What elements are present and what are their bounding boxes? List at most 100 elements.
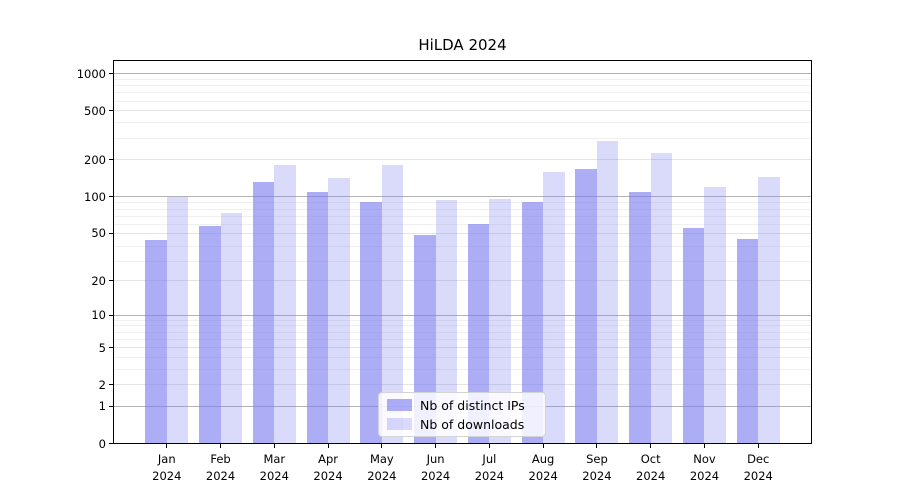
x-tick-month: Dec bbox=[747, 451, 770, 466]
bar-distinct-ips bbox=[629, 191, 651, 444]
y-gridline bbox=[113, 215, 812, 217]
x-axis-tick bbox=[435, 443, 437, 448]
y-axis-tick bbox=[109, 280, 113, 282]
x-tick-label: Mar 2024 bbox=[247, 451, 301, 485]
y-tick-label: 50 bbox=[91, 226, 106, 241]
y-axis-tick bbox=[109, 314, 113, 316]
bar-distinct-ips bbox=[252, 182, 275, 444]
x-tick-month: Nov bbox=[693, 451, 716, 466]
y-gridline bbox=[113, 202, 812, 204]
y-gridline bbox=[113, 92, 812, 94]
bar-downloads bbox=[650, 153, 673, 444]
bar-distinct-ips bbox=[145, 239, 167, 444]
x-tick-label: Dec 2024 bbox=[731, 451, 785, 485]
x-tick-label: Nov 2024 bbox=[677, 451, 731, 485]
x-tick-label: Jul 2024 bbox=[462, 451, 516, 485]
bar-downloads bbox=[489, 199, 511, 444]
y-axis-tick bbox=[109, 110, 113, 112]
y-axis-tick bbox=[109, 443, 113, 444]
x-tick-month: Apr bbox=[318, 451, 339, 466]
y-gridline bbox=[113, 319, 812, 321]
x-tick-year: 2024 bbox=[367, 468, 397, 483]
y-gridline bbox=[113, 368, 812, 370]
x-tick-month: Jan bbox=[157, 451, 176, 466]
x-axis-tick bbox=[166, 443, 168, 448]
legend-item-distinct-ips: Nb of distinct IPs bbox=[387, 397, 537, 413]
x-tick-month: Jun bbox=[426, 451, 445, 466]
y-tick-label: 1 bbox=[98, 399, 106, 414]
bar-downloads bbox=[704, 186, 726, 444]
x-axis-tick bbox=[327, 443, 329, 448]
y-gridline bbox=[113, 110, 812, 112]
x-tick-label: Jun 2024 bbox=[409, 451, 463, 485]
bar-downloads bbox=[381, 165, 404, 444]
legend-label-distinct-ips: Nb of distinct IPs bbox=[420, 397, 525, 413]
legend-swatch-distinct-ips bbox=[387, 398, 412, 412]
x-axis-tick bbox=[273, 443, 275, 448]
y-axis-tick bbox=[109, 159, 113, 161]
x-tick-year: 2024 bbox=[474, 468, 505, 483]
x-tick-label: Feb 2024 bbox=[194, 451, 248, 485]
legend-swatch-downloads bbox=[387, 417, 412, 431]
bar-distinct-ips bbox=[360, 202, 382, 444]
y-tick-label: 0 bbox=[98, 436, 106, 451]
x-tick-year: 2024 bbox=[636, 468, 666, 483]
bar-downloads bbox=[758, 176, 780, 444]
x-tick-year: 2024 bbox=[259, 468, 289, 483]
x-tick-label: Aug 2024 bbox=[516, 451, 570, 485]
y-tick-label: 20 bbox=[91, 273, 106, 288]
y-gridline bbox=[113, 100, 812, 102]
x-tick-label: Apr 2024 bbox=[301, 451, 355, 485]
x-tick-month: Feb bbox=[210, 451, 231, 466]
y-gridline bbox=[113, 261, 812, 263]
bar-distinct-ips bbox=[306, 191, 329, 444]
legend-label-downloads: Nb of downloads bbox=[420, 416, 525, 432]
y-gridline bbox=[113, 331, 812, 333]
y-gridline bbox=[113, 79, 812, 81]
x-tick-month: Jul bbox=[482, 451, 497, 466]
x-axis-tick bbox=[596, 443, 598, 448]
y-axis-tick bbox=[109, 73, 113, 75]
bar-downloads bbox=[328, 178, 350, 444]
bar-distinct-ips bbox=[521, 202, 544, 444]
x-tick-month: Oct bbox=[640, 451, 661, 466]
x-tick-year: 2024 bbox=[420, 468, 451, 483]
x-axis-tick bbox=[220, 443, 222, 448]
x-axis-tick bbox=[381, 443, 383, 448]
x-tick-month: May bbox=[369, 451, 394, 466]
y-tick-label: 100 bbox=[84, 189, 106, 204]
x-tick-label: Sep 2024 bbox=[570, 451, 624, 485]
chart-title: HiLDA 2024 bbox=[418, 36, 507, 54]
y-gridline bbox=[113, 208, 812, 210]
x-axis-tick bbox=[650, 443, 652, 448]
x-tick-label: Jan 2024 bbox=[140, 451, 194, 485]
y-gridline bbox=[113, 338, 812, 340]
y-gridline bbox=[113, 159, 812, 161]
y-tick-label: 2 bbox=[98, 377, 106, 392]
y-tick-label: 10 bbox=[91, 308, 106, 323]
x-tick-label: Oct 2024 bbox=[624, 451, 678, 485]
y-tick-label: 500 bbox=[84, 103, 106, 118]
y-gridline bbox=[113, 384, 812, 386]
legend-item-downloads: Nb of downloads bbox=[387, 416, 537, 432]
y-tick-label: 1000 bbox=[76, 66, 106, 81]
y-axis-tick bbox=[109, 405, 113, 407]
y-gridline bbox=[113, 325, 812, 327]
bar-downloads bbox=[596, 140, 619, 444]
y-tick-label: 200 bbox=[84, 152, 106, 167]
y-gridline bbox=[113, 73, 812, 75]
plot-frame bbox=[113, 60, 812, 444]
bar-downloads bbox=[166, 196, 189, 444]
y-gridline bbox=[113, 245, 812, 247]
bar-distinct-ips bbox=[467, 223, 490, 444]
x-tick-year: 2024 bbox=[582, 468, 612, 483]
y-tick-label: 5 bbox=[98, 340, 106, 355]
x-tick-label: May 2024 bbox=[355, 451, 409, 485]
bar-distinct-ips bbox=[575, 169, 597, 444]
y-gridline bbox=[113, 122, 812, 124]
y-gridline bbox=[113, 223, 812, 225]
bar-downloads bbox=[220, 213, 243, 444]
y-gridline bbox=[113, 85, 812, 87]
x-tick-year: 2024 bbox=[205, 468, 236, 483]
y-gridline bbox=[113, 356, 812, 358]
